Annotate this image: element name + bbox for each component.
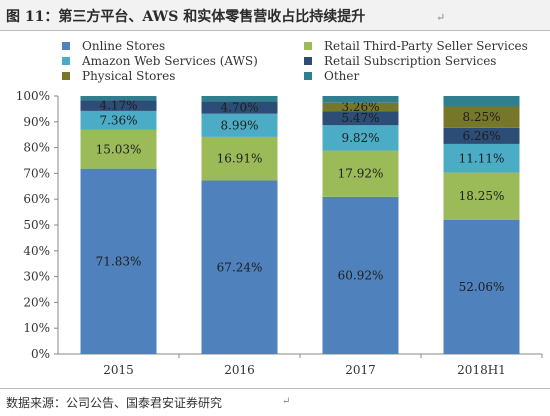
legend-swatch [304,41,312,50]
bar-segment [443,127,520,144]
bar-segment [80,96,157,101]
y-tick-label: 50% [23,218,50,232]
legend-item-third-party: Retail Third-Party Seller Services [304,38,528,53]
bar-segment [80,100,157,111]
bar-segment [443,172,520,220]
bar-segment [322,96,399,103]
data-label: 17.92% [338,167,384,181]
bar-segment [201,136,278,181]
data-label: 6.26% [462,129,500,143]
legend-swatch [62,41,70,50]
legend-label: Retail Subscription Services [324,53,497,68]
data-label: 4.17% [99,99,137,113]
legend-item-online-stores: Online Stores [62,38,165,53]
legend-label: Retail Third-Party Seller Services [324,38,528,53]
legend-label: Physical Stores [82,68,176,83]
legend-item-physical-stores: Physical Stores [62,68,175,83]
bar-segment [201,96,278,102]
bar-segment [443,96,520,107]
data-label: 5.47% [341,111,379,125]
y-tick-label: 100% [16,89,50,103]
y-tick-label: 40% [23,244,50,258]
y-tick-label: 10% [23,321,50,335]
bar-segment [322,111,399,126]
legend-swatch [62,71,70,80]
y-tick-label: 0% [31,347,50,361]
legend-swatch [304,71,312,80]
data-label: 7.36% [99,113,137,127]
y-tick-label: 80% [23,141,50,155]
figure-title: 图 11：第三方平台、AWS 和实体零售营收占比持续提升 [6,9,366,25]
legend-label: Amazon Web Services (AWS) [82,53,258,68]
legend-item-other: Other [304,68,359,83]
x-tick-label: 2015 [103,363,134,377]
return-mark-icon: ↵ [282,396,291,407]
data-label: 3.26% [341,100,379,114]
bar-segment [443,219,520,354]
chart-legend: Online Stores Retail Third-Party Seller … [62,38,542,84]
bar-segment [443,143,520,173]
y-tick-label: 90% [23,115,50,129]
y-tick-label: 20% [23,295,50,309]
data-label: 67.24% [217,260,263,274]
figure-footer: 数据来源：公司公告、国泰君安证券研究 ↵ [0,388,550,416]
legend-item-aws: Amazon Web Services (AWS) [62,53,258,68]
bar-segment [201,180,278,354]
y-tick-label: 60% [23,192,50,206]
bar-segment [322,196,399,354]
data-label: 15.03% [96,142,142,156]
x-tick-label: 2016 [224,363,255,377]
data-label: 71.83% [96,254,142,268]
return-mark-icon: ↵ [436,11,446,24]
stacked-bar-chart: 0% 10% 20% 30% 40% 50% 60% 70% 80% 90% 100% 71.83% 1… [16,89,543,377]
data-label: 9.82% [341,131,379,145]
bar-segment [322,125,399,151]
data-label: 8.99% [220,118,258,132]
bar-segment [80,129,157,169]
bar-segment [201,113,278,137]
data-label: 18.25% [459,189,505,203]
legend-label: Online Stores [82,38,166,53]
bar-segment [322,102,399,112]
x-tick-label: 2017 [345,363,376,377]
y-tick-label: 70% [23,166,50,180]
legend-swatch [62,56,70,65]
legend-item-subscription: Retail Subscription Services [304,53,496,68]
bar-segment [322,150,399,197]
data-label: 16.91% [217,152,263,166]
bar-segment [201,101,278,114]
legend-swatch [304,56,312,65]
data-label: 60.92% [338,268,384,282]
bar-segment [80,110,157,130]
y-tick-label: 30% [23,270,50,284]
x-tick-label: 2018H1 [457,363,506,377]
legend-label: Other [324,68,360,83]
data-label: 11.11% [459,151,505,165]
data-label: 52.06% [459,280,505,294]
data-source-note: 数据来源：公司公告、国泰君安证券研究 [6,396,223,410]
bar-segment [80,168,157,354]
bar-segment [443,106,520,128]
data-label: 8.25% [462,110,500,124]
figure-title-bar: 图 11：第三方平台、AWS 和实体零售营收占比持续提升 ↵ [0,0,550,31]
data-label: 4.70% [220,101,258,115]
